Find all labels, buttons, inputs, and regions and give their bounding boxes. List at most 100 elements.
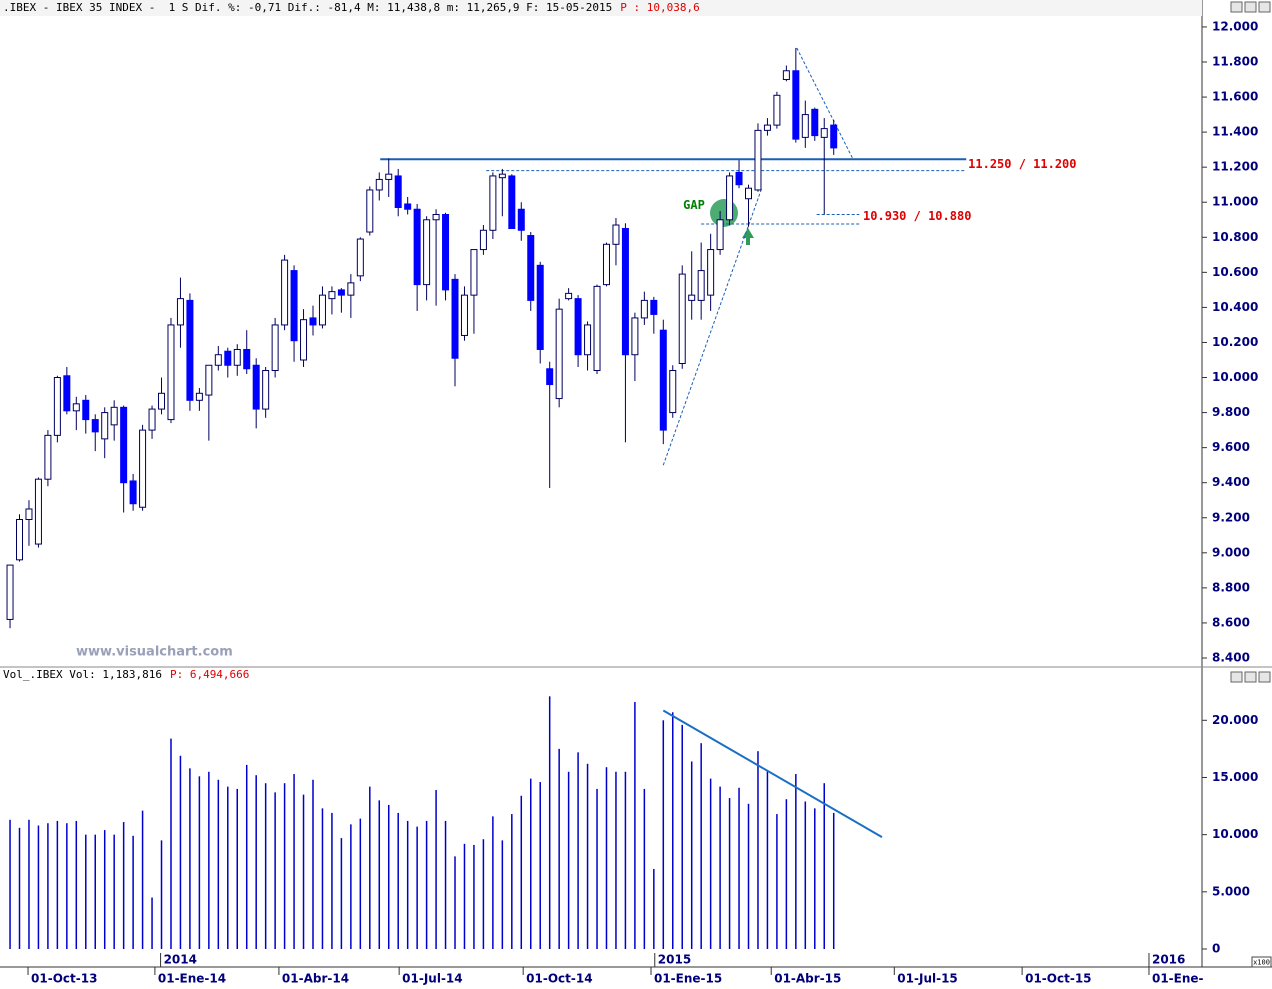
button[interactable]	[1244, 1, 1257, 13]
button[interactable]	[1230, 671, 1243, 683]
volume-bar	[728, 798, 731, 949]
volume-bar	[37, 825, 40, 949]
volume-bar	[179, 755, 182, 949]
candle-body	[252, 364, 260, 410]
window-buttons[interactable]	[1230, 1, 1271, 683]
y-tick-label: 9.200	[1212, 510, 1250, 524]
y-tick-label: 9.400	[1212, 475, 1250, 489]
candle-body	[129, 480, 137, 505]
volume-bar	[122, 822, 125, 949]
candle-body	[195, 392, 203, 401]
volume-bar	[28, 819, 30, 949]
header-bar	[0, 0, 1202, 16]
volume-bar	[463, 843, 466, 949]
y-tick-label: 10.600	[1212, 265, 1258, 279]
volume-bar	[672, 712, 674, 949]
volume-bar	[832, 812, 835, 949]
volume-bar	[634, 702, 636, 949]
button[interactable]	[1230, 1, 1243, 13]
candle-body	[271, 324, 279, 372]
annotation-text: 11.250 / 11.200	[968, 157, 1076, 171]
volume-bar	[198, 776, 201, 949]
y-tick-label: 9.600	[1212, 440, 1250, 454]
y-tick-label: 9.000	[1212, 545, 1250, 559]
candle-body	[489, 175, 497, 231]
y-tick-label: 11.800	[1212, 54, 1258, 68]
button[interactable]	[1258, 671, 1271, 683]
volume-bar	[501, 840, 504, 949]
candle-body	[347, 282, 355, 296]
candle-body	[101, 412, 109, 440]
candle-body	[565, 292, 573, 300]
volume-bar	[643, 788, 646, 949]
candle-body	[650, 299, 658, 315]
volume-bar	[700, 743, 702, 949]
candle-body	[148, 408, 156, 431]
volume-bar	[359, 818, 362, 949]
volume-bar	[615, 771, 617, 949]
volume-bar	[321, 808, 324, 949]
volume-bar	[823, 783, 825, 949]
candle-body	[801, 114, 809, 138]
y-tick-label: 20.000	[1212, 713, 1258, 727]
y-tick-label: 10.200	[1212, 335, 1258, 349]
volume-bar	[66, 823, 68, 949]
x-tick-label: 01-Oct-13	[31, 972, 97, 986]
volume-bar	[548, 696, 551, 949]
candle-body	[385, 173, 393, 180]
year-label: 2014	[164, 953, 197, 967]
candle-body	[167, 324, 175, 421]
volume-title: Vol_.IBEX Vol: 1,183,816 P: 6,494,666	[3, 668, 249, 681]
candle-body	[631, 317, 639, 356]
candle-body	[300, 319, 308, 361]
x-tick-label: 01-Abr-15	[774, 972, 841, 986]
candle-body	[707, 249, 715, 296]
y-tick-label: 10.800	[1212, 230, 1258, 244]
volume-bar	[340, 838, 343, 949]
volume-bar	[47, 823, 49, 949]
candle-body	[186, 299, 194, 401]
candle-body	[479, 229, 487, 251]
volume-bar	[473, 844, 475, 949]
volume-bar	[264, 783, 267, 949]
candle-body	[34, 478, 42, 545]
y-tick-label: 10.000	[1212, 827, 1258, 841]
candle-body	[423, 219, 431, 286]
candle-body	[659, 329, 667, 431]
y-tick-label: 8.400	[1212, 650, 1250, 664]
button[interactable]	[1244, 671, 1257, 683]
volume-bar	[151, 897, 153, 949]
volume-bar	[387, 804, 390, 949]
candle-body	[281, 259, 289, 326]
volume-bar	[785, 799, 788, 949]
volume-bar	[85, 834, 87, 949]
button[interactable]	[1258, 1, 1271, 13]
volume-bar	[75, 820, 78, 949]
volume-bar	[738, 787, 740, 949]
volume-bar	[170, 738, 172, 949]
candle-body	[110, 406, 118, 426]
candle-body	[640, 299, 648, 319]
candle-body	[366, 189, 374, 233]
x-tick-label: 01-Ene-15	[654, 972, 722, 986]
volume-bar	[577, 752, 579, 949]
volume-bar	[103, 830, 106, 949]
y-tick-label: 5.000	[1212, 884, 1250, 898]
volume-bar	[709, 778, 712, 949]
y-tick-label: 9.800	[1212, 405, 1250, 419]
y-tick-label: 11.200	[1212, 160, 1258, 174]
year-label: 2015	[658, 953, 691, 967]
candle-body	[621, 228, 629, 356]
candle-body	[356, 238, 364, 277]
y-tick-label: 8.800	[1212, 580, 1250, 594]
candle-body	[527, 235, 535, 301]
volume-bar	[141, 810, 144, 949]
candle-body	[726, 175, 734, 221]
candle-body	[593, 285, 601, 372]
volume-bar	[766, 770, 769, 949]
candle-body	[574, 298, 582, 356]
x-tick-label: 01-Ene-14	[158, 972, 226, 986]
y-tick-label: 12.000	[1212, 19, 1258, 33]
candle-body	[460, 294, 468, 336]
year-label: 2016	[1152, 953, 1185, 967]
